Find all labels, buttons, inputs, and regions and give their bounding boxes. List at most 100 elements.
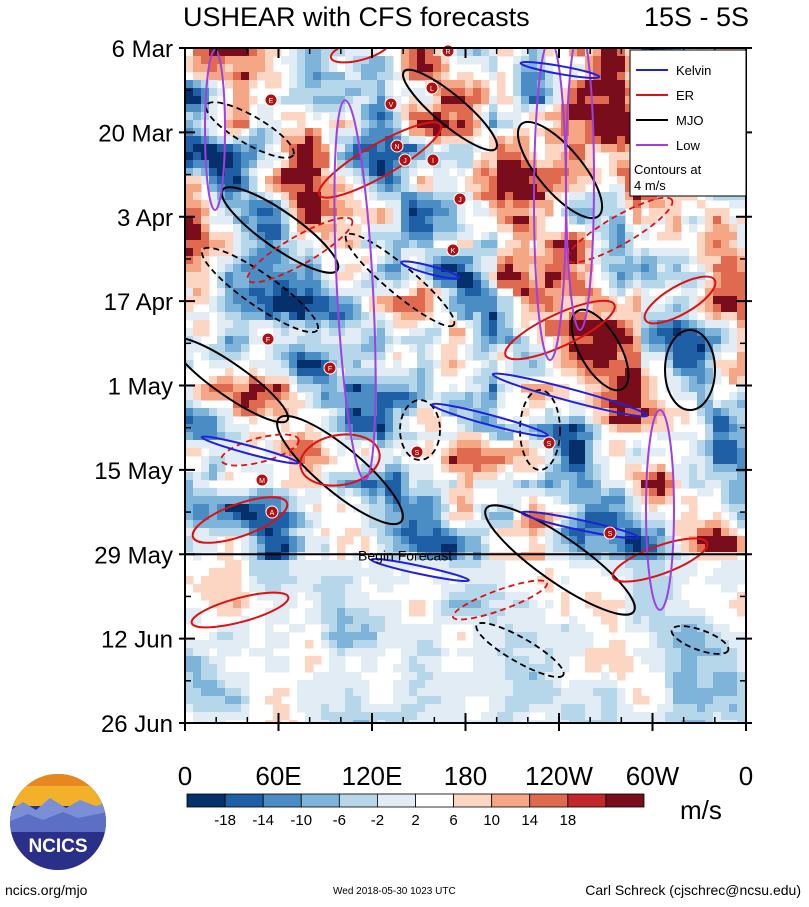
field-cell [721,400,730,409]
field-cell [697,248,706,257]
field-cell [185,248,194,257]
field-cell [561,464,570,473]
field-cell [473,544,482,553]
field-cell [465,536,474,545]
field-cell [569,104,578,113]
field-cell [721,688,730,697]
field-cell [481,80,490,89]
field-cell [265,368,274,377]
field-cell [353,72,362,81]
field-cell [705,384,714,393]
field-cell [401,280,410,289]
field-cell [489,632,498,641]
field-cell [681,568,690,577]
field-cell [481,448,490,457]
field-cell [321,640,330,649]
field-cell [577,200,586,209]
field-cell [681,664,690,673]
field-cell [609,128,618,137]
field-cell [625,704,634,713]
field-cell [249,512,258,521]
field-cell [729,640,738,649]
field-cell [465,672,474,681]
field-cell [289,560,298,569]
field-cell [681,352,690,361]
field-cell [329,480,338,489]
field-cell [449,696,458,705]
field-cell [401,624,410,633]
field-cell [737,488,746,497]
field-cell [361,656,370,665]
field-cell [465,152,474,161]
field-cell [209,192,218,201]
field-cell [569,280,578,289]
field-cell [737,640,746,649]
field-cell [521,304,530,313]
field-cell [345,400,354,409]
field-cell [233,280,242,289]
field-cell [713,376,722,385]
field-cell [201,488,210,497]
field-cell [649,280,658,289]
field-cell [481,576,490,585]
field-cell [257,592,266,601]
field-cell [625,408,634,417]
field-cell [297,192,306,201]
field-cell [705,296,714,305]
field-cell [393,368,402,377]
field-cell [561,112,570,121]
field-cell [217,344,226,353]
field-cell [617,216,626,225]
field-cell [241,312,250,321]
field-cell [401,424,410,433]
field-cell [417,264,426,273]
field-cell [417,384,426,393]
field-cell [713,304,722,313]
field-cell [369,560,378,569]
field-cell [217,264,226,273]
field-cell [601,232,610,241]
field-cell [697,256,706,265]
field-cell [617,568,626,577]
field-cell [217,232,226,241]
field-cell [609,96,618,105]
field-cell [657,584,666,593]
field-cell [377,128,386,137]
field-cell [273,600,282,609]
field-cell [569,344,578,353]
field-cell [721,336,730,345]
field-cell [473,336,482,345]
field-cell [609,624,618,633]
field-cell [353,232,362,241]
field-cell [641,280,650,289]
field-cell [649,208,658,217]
field-cell [425,680,434,689]
field-cell [593,504,602,513]
low-contour [204,49,226,211]
field-cell [721,664,730,673]
field-cell [649,664,658,673]
field-cell [385,240,394,249]
field-cell [433,96,442,105]
field-cell [225,240,234,249]
field-cell [321,448,330,457]
field-cell [465,584,474,593]
field-cell [225,256,234,265]
field-cell [497,568,506,577]
field-cell [385,632,394,641]
field-cell [449,216,458,225]
field-cell [297,48,306,57]
field-cell [625,552,634,561]
field-cell [369,368,378,377]
field-cell [617,520,626,529]
field-cell [689,344,698,353]
field-cell [609,296,618,305]
field-cell [417,208,426,217]
field-cell [401,640,410,649]
field-cell [465,248,474,257]
field-cell [633,400,642,409]
field-cell [393,272,402,281]
field-cell [457,536,466,545]
field-cell [489,304,498,313]
field-cell [313,168,322,177]
